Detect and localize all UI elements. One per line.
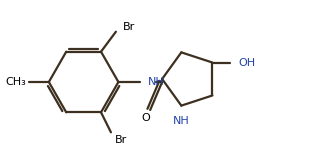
Text: NH: NH — [148, 77, 165, 87]
Text: NH: NH — [173, 116, 190, 126]
Text: Br: Br — [123, 22, 135, 32]
Text: O: O — [142, 113, 151, 123]
Text: Br: Br — [115, 135, 127, 145]
Text: OH: OH — [238, 58, 256, 68]
Text: CH₃: CH₃ — [5, 77, 26, 87]
